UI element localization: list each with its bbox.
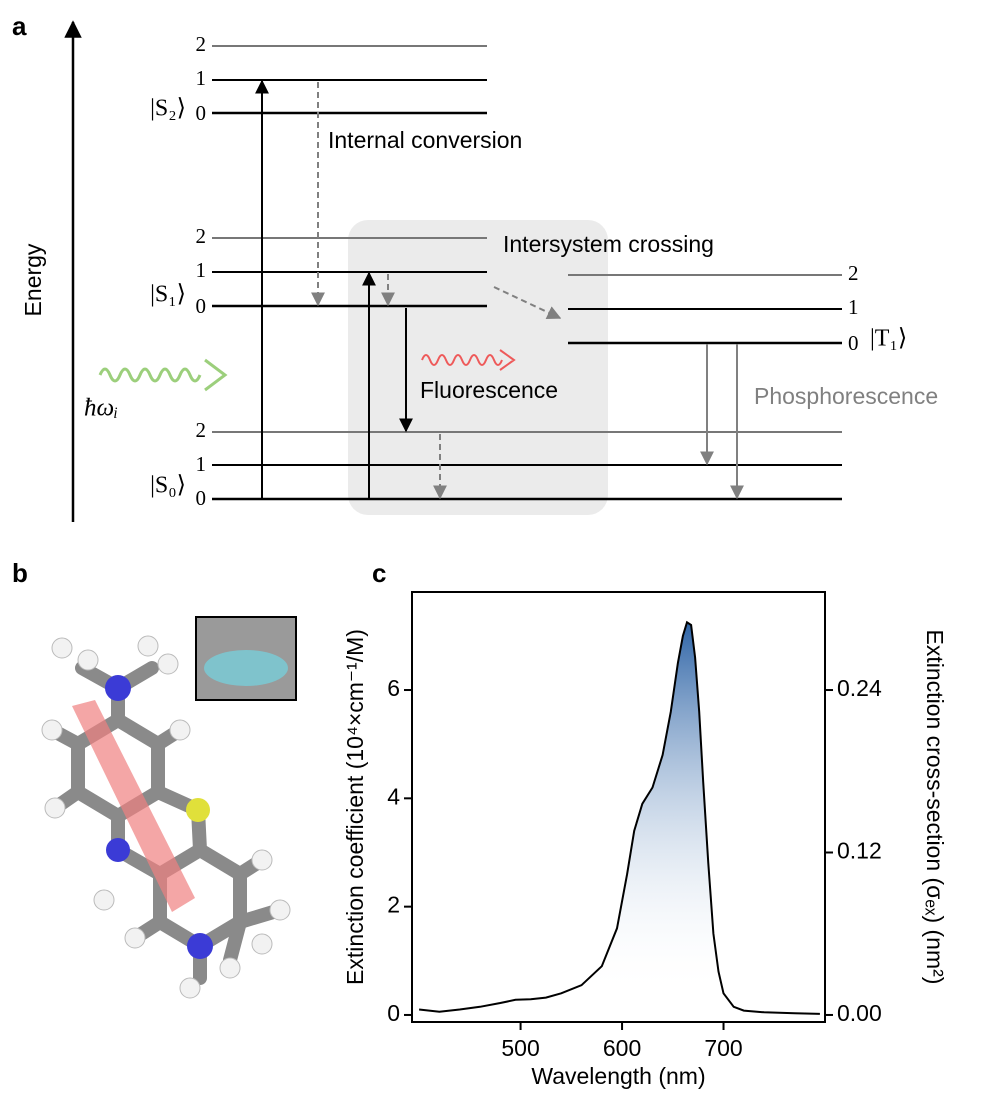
- level-number: 1: [196, 452, 207, 476]
- energy-label: Energy: [20, 243, 46, 316]
- atom: [169, 719, 191, 741]
- y-tick-label: 6: [387, 675, 400, 701]
- molecule-atoms: [41, 635, 291, 999]
- state-label: |T₁⟩: [870, 326, 907, 352]
- atom: [269, 899, 291, 921]
- atom: [251, 849, 273, 871]
- level-number: 2: [196, 224, 207, 248]
- atom: [44, 797, 66, 819]
- plot-frame: [411, 591, 826, 1023]
- x-tick-label: 600: [603, 1035, 641, 1061]
- panel-b: b: [12, 558, 297, 999]
- dipole-arrow: [72, 700, 195, 912]
- state-label: |S₀⟩: [150, 473, 186, 499]
- area: [419, 622, 820, 1015]
- panel-label: a: [12, 11, 27, 41]
- process-label: Phosphorescence: [754, 383, 938, 409]
- y-tick-label: 4: [387, 783, 400, 809]
- y2-axis-label: Extinction cross-section (σₑₓ) (nm²): [922, 630, 948, 985]
- x-tick-label: 700: [704, 1035, 742, 1061]
- atom: [106, 838, 130, 862]
- y2-tick-label: 0.00: [837, 1000, 882, 1026]
- atom: [137, 635, 159, 657]
- x-axis-label: Wavelength (nm): [531, 1063, 705, 1089]
- process-label: Fluorescence: [420, 377, 558, 403]
- atom: [51, 637, 73, 659]
- y2-tick-label: 0.24: [837, 675, 882, 701]
- level-number: 2: [848, 261, 859, 285]
- atom: [219, 957, 241, 979]
- atom: [93, 889, 115, 911]
- highlight-box: [348, 220, 608, 515]
- process-label: Intersystem crossing: [503, 231, 714, 257]
- level-number: 2: [196, 418, 207, 442]
- atom: [251, 933, 273, 955]
- panel-label: b: [12, 558, 28, 588]
- photon-wave: [98, 358, 228, 392]
- level-number: 0: [196, 486, 207, 510]
- level-number: 0: [196, 294, 207, 318]
- panel-c: c 500 600 700 0 2 4 6 0.00 0.12 0.24 Wavelength (n…: [342, 558, 948, 1089]
- level-number: 1: [848, 295, 859, 319]
- level-number: 2: [196, 32, 207, 56]
- level-number: 1: [196, 258, 207, 282]
- atom: [41, 719, 63, 741]
- line: [418, 620, 820, 1015]
- atom: [124, 927, 146, 949]
- excitation-label: ħωᵢ: [84, 395, 118, 422]
- y-axis-label: Extinction coefficient (10⁴×cm⁻¹/M): [342, 629, 368, 985]
- x-tick-label: 500: [501, 1035, 539, 1061]
- level-number: 0: [848, 331, 859, 355]
- y2-tick-label: 0.12: [837, 838, 882, 864]
- process-label: Internal conversion: [328, 127, 522, 153]
- atom: [157, 653, 179, 675]
- atom: [77, 649, 99, 671]
- level-number: 0: [196, 101, 207, 125]
- state-label: |S₂⟩: [150, 96, 186, 122]
- solution: [204, 650, 288, 686]
- y-tick-label: 2: [387, 892, 400, 918]
- atom: [187, 933, 213, 959]
- arrow: [493, 286, 562, 319]
- atom: [179, 977, 201, 999]
- panel-a: a Energy 2 1 0 |S₂⟩ 2 1 0 |S₁⟩ 2 1: [12, 11, 938, 522]
- level-number: 1: [196, 66, 207, 90]
- state-label: |S₁⟩: [150, 282, 186, 308]
- panel-label: c: [372, 558, 386, 588]
- emission-wave: [421, 349, 516, 371]
- y-tick-label: 0: [387, 1000, 400, 1026]
- transitions: [255, 79, 744, 500]
- atom: [105, 675, 131, 701]
- atom: [186, 798, 210, 822]
